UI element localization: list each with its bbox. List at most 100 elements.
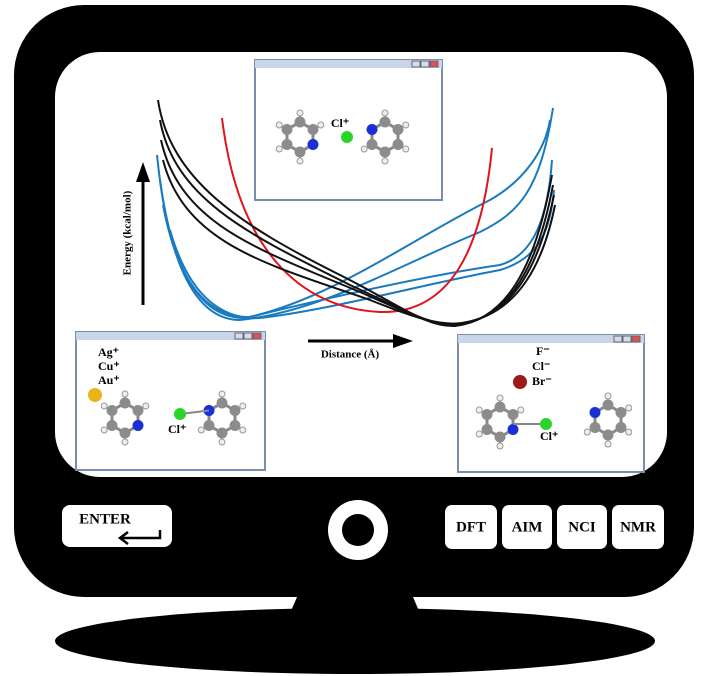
c-atom [379, 116, 391, 128]
window: F⁻ Cl⁻ Br⁻ Cl⁺ [457, 334, 645, 473]
ion-label: Cl⁺ [168, 422, 186, 436]
function-key-label: DFT [456, 519, 486, 535]
power-core [342, 514, 374, 546]
h-atom [100, 426, 108, 434]
window-control [234, 332, 244, 340]
ion-label: Cl⁺ [331, 116, 349, 130]
title-bar [255, 60, 442, 68]
c-atom [203, 420, 215, 431]
function-key-label: NMR [620, 519, 656, 535]
function-key-label: AIM [512, 519, 543, 535]
atom [341, 131, 353, 143]
c-atom [494, 431, 506, 443]
c-atom [281, 124, 293, 135]
c-atom [602, 399, 614, 411]
c-atom [507, 409, 519, 420]
enter-arrow [117, 530, 162, 545]
h-atom [218, 390, 226, 398]
c-atom [392, 124, 404, 135]
n-atom [366, 124, 378, 135]
c-atom [229, 405, 241, 416]
title-bar [458, 335, 644, 343]
h-atom [604, 392, 612, 400]
h-atom [496, 442, 504, 450]
h-atom [496, 394, 504, 402]
c-atom [119, 397, 131, 409]
c-atom [379, 146, 391, 158]
c-atom [281, 139, 293, 150]
blue-curve [169, 189, 555, 320]
c-atom [615, 407, 627, 418]
energy-curves [156, 99, 556, 328]
h-atom [100, 402, 108, 410]
h-atom [142, 402, 150, 410]
keys: ENTER [62, 500, 388, 560]
c-atom [106, 405, 118, 416]
function-key[interactable] [445, 505, 497, 549]
c-atom [307, 124, 319, 135]
h-atom [583, 428, 591, 436]
h-atom [360, 145, 368, 153]
h-atom [275, 121, 283, 129]
black-curve [159, 119, 554, 327]
c-atom [119, 427, 131, 439]
halide-ion: Cl⁻ [532, 359, 550, 373]
h-atom [381, 157, 389, 165]
black-curve [160, 139, 555, 326]
window-control [243, 332, 253, 340]
function-key[interactable] [557, 505, 607, 549]
h-atom [381, 109, 389, 117]
monitor-base [55, 608, 655, 674]
x-axis-label: Distance (Å) [321, 349, 380, 361]
c-atom [392, 139, 404, 150]
h-atom [625, 404, 633, 412]
y-arrow-head [136, 162, 150, 182]
window-control [631, 335, 641, 343]
h-atom [239, 402, 247, 410]
atom [88, 388, 102, 402]
atom [174, 408, 186, 420]
h-atom [402, 121, 410, 129]
window-frame [457, 334, 645, 473]
h-atom [239, 426, 247, 434]
c-atom [216, 397, 228, 409]
c-atom [216, 427, 228, 439]
c-atom [294, 146, 306, 158]
function-key[interactable] [612, 505, 664, 549]
c-atom [132, 405, 144, 416]
blue-curve [162, 159, 553, 319]
black-curve [162, 159, 556, 325]
function-key[interactable] [502, 505, 552, 549]
window-control [613, 335, 623, 343]
c-atom [366, 139, 378, 150]
h-atom [625, 428, 633, 436]
halide-ion: F⁻ [536, 344, 550, 358]
window: Ag⁺ Cu⁺ Au⁺ Cl⁺ [75, 331, 266, 471]
h-atom [296, 157, 304, 165]
window-control [622, 335, 632, 343]
c-atom [589, 422, 601, 433]
atom [540, 418, 552, 430]
atom [513, 375, 527, 389]
halide-ion: Br⁻ [532, 374, 552, 388]
metal-ion: Ag⁺ [98, 345, 119, 359]
h-atom [218, 438, 226, 446]
c-atom [494, 401, 506, 413]
function-key-label: NCI [568, 519, 596, 535]
window-control [411, 60, 421, 68]
y-axis-label: Energy (kcal/mol) [122, 190, 134, 275]
enter-label: ENTER [79, 511, 131, 527]
window-control [252, 332, 262, 340]
enter-key[interactable] [62, 505, 172, 547]
c-atom [602, 429, 614, 441]
title-bar [76, 332, 265, 340]
n-atom [507, 424, 519, 435]
c-atom [229, 420, 241, 431]
c-atom [481, 409, 493, 420]
c-atom [294, 116, 306, 128]
metal-ion: Cu⁺ [98, 359, 120, 373]
red-curve [221, 117, 493, 314]
h-atom [121, 438, 129, 446]
window: Cl⁺ [254, 59, 443, 201]
